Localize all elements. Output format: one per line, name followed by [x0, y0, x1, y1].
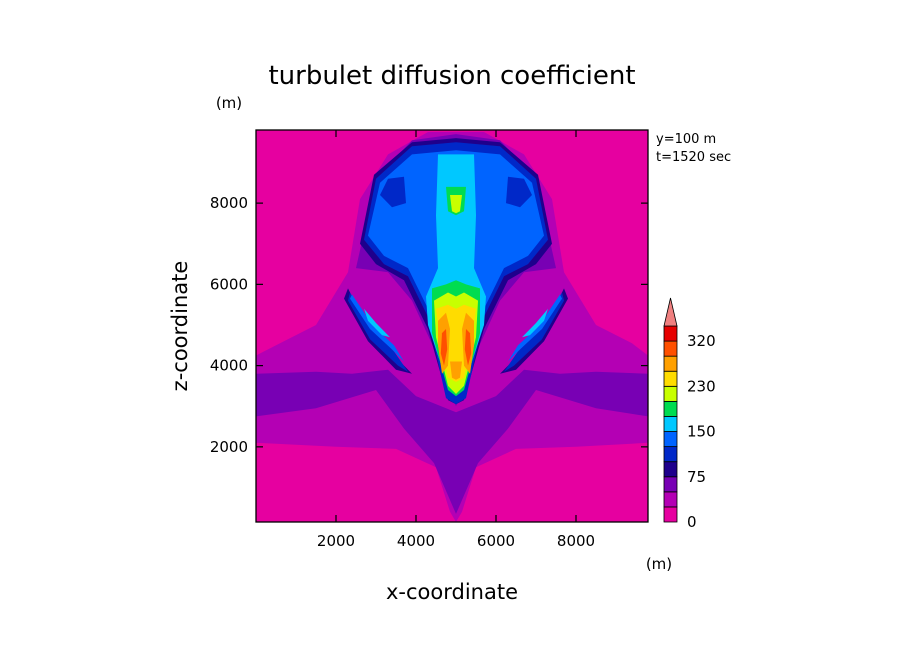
contour-region-level-4	[506, 176, 532, 208]
y-axis-unit: (m)	[216, 94, 242, 112]
y-axis-title: z-coordinate	[168, 261, 192, 392]
contour-region-level-5	[508, 294, 562, 362]
x-axis-unit: (m)	[646, 555, 672, 573]
colorbar-tick-label: 320	[687, 332, 716, 350]
x-tick-label: 8000	[557, 532, 595, 550]
colorbar-tick-label: 0	[687, 513, 697, 531]
colorbar-segment	[663, 325, 678, 342]
contour-region-level-11	[440, 329, 448, 366]
chart-title: turbulet diffusion coefficient	[268, 61, 635, 91]
colorbar: 0 75 150 230 320	[663, 297, 716, 531]
y-tick-label: 2000	[210, 438, 248, 456]
colorbar-segment	[663, 506, 678, 523]
y-tick-label: 4000	[210, 357, 248, 375]
x-tick-label: 2000	[317, 532, 355, 550]
colorbar-segment	[663, 340, 678, 357]
colorbar-tick-label: 150	[687, 423, 716, 441]
colorbar-segment	[663, 431, 678, 448]
colorbar-extend-arrow	[663, 297, 678, 327]
contour-field	[256, 132, 648, 522]
x-axis: 2000 4000 6000 8000	[317, 130, 595, 550]
contour-region-level-4	[380, 176, 406, 208]
contour-region-level-5	[350, 294, 404, 362]
contour-region-level-10	[450, 361, 462, 380]
annotation-y-position: y=100 m	[656, 132, 716, 147]
colorbar-segment	[663, 461, 678, 478]
annotation-time: t=1520 sec	[656, 150, 731, 165]
contour-region-level-4	[348, 292, 408, 372]
plot-frame	[255, 129, 649, 523]
colorbar-segment	[663, 446, 678, 463]
colorbar-segment	[663, 400, 678, 417]
x-axis-title: x-coordinate	[386, 580, 518, 604]
y-axis: 2000 4000 6000 8000	[210, 194, 648, 456]
colorbar-segment	[663, 385, 678, 402]
colorbar-segment	[663, 355, 678, 372]
y-tick-label: 8000	[210, 194, 248, 212]
y-tick-label: 6000	[210, 275, 248, 293]
contour-region-level-11	[464, 329, 472, 366]
x-tick-label: 4000	[397, 532, 435, 550]
colorbar-segment	[663, 416, 678, 432]
plot-area: 2000 4000 6000 8000 2000 4000 6000 8000	[210, 129, 649, 550]
colorbar-segment	[663, 370, 678, 387]
colorbar-segment	[663, 491, 678, 508]
colorbar-tick-label: 75	[687, 468, 706, 486]
contour-region-level-8	[450, 195, 462, 214]
contour-region-level-2	[256, 369, 648, 514]
x-tick-label: 6000	[477, 532, 515, 550]
contour-region-level-4	[504, 292, 564, 372]
colorbar-tick-label: 230	[687, 377, 716, 395]
colorbar-segment	[663, 476, 678, 493]
